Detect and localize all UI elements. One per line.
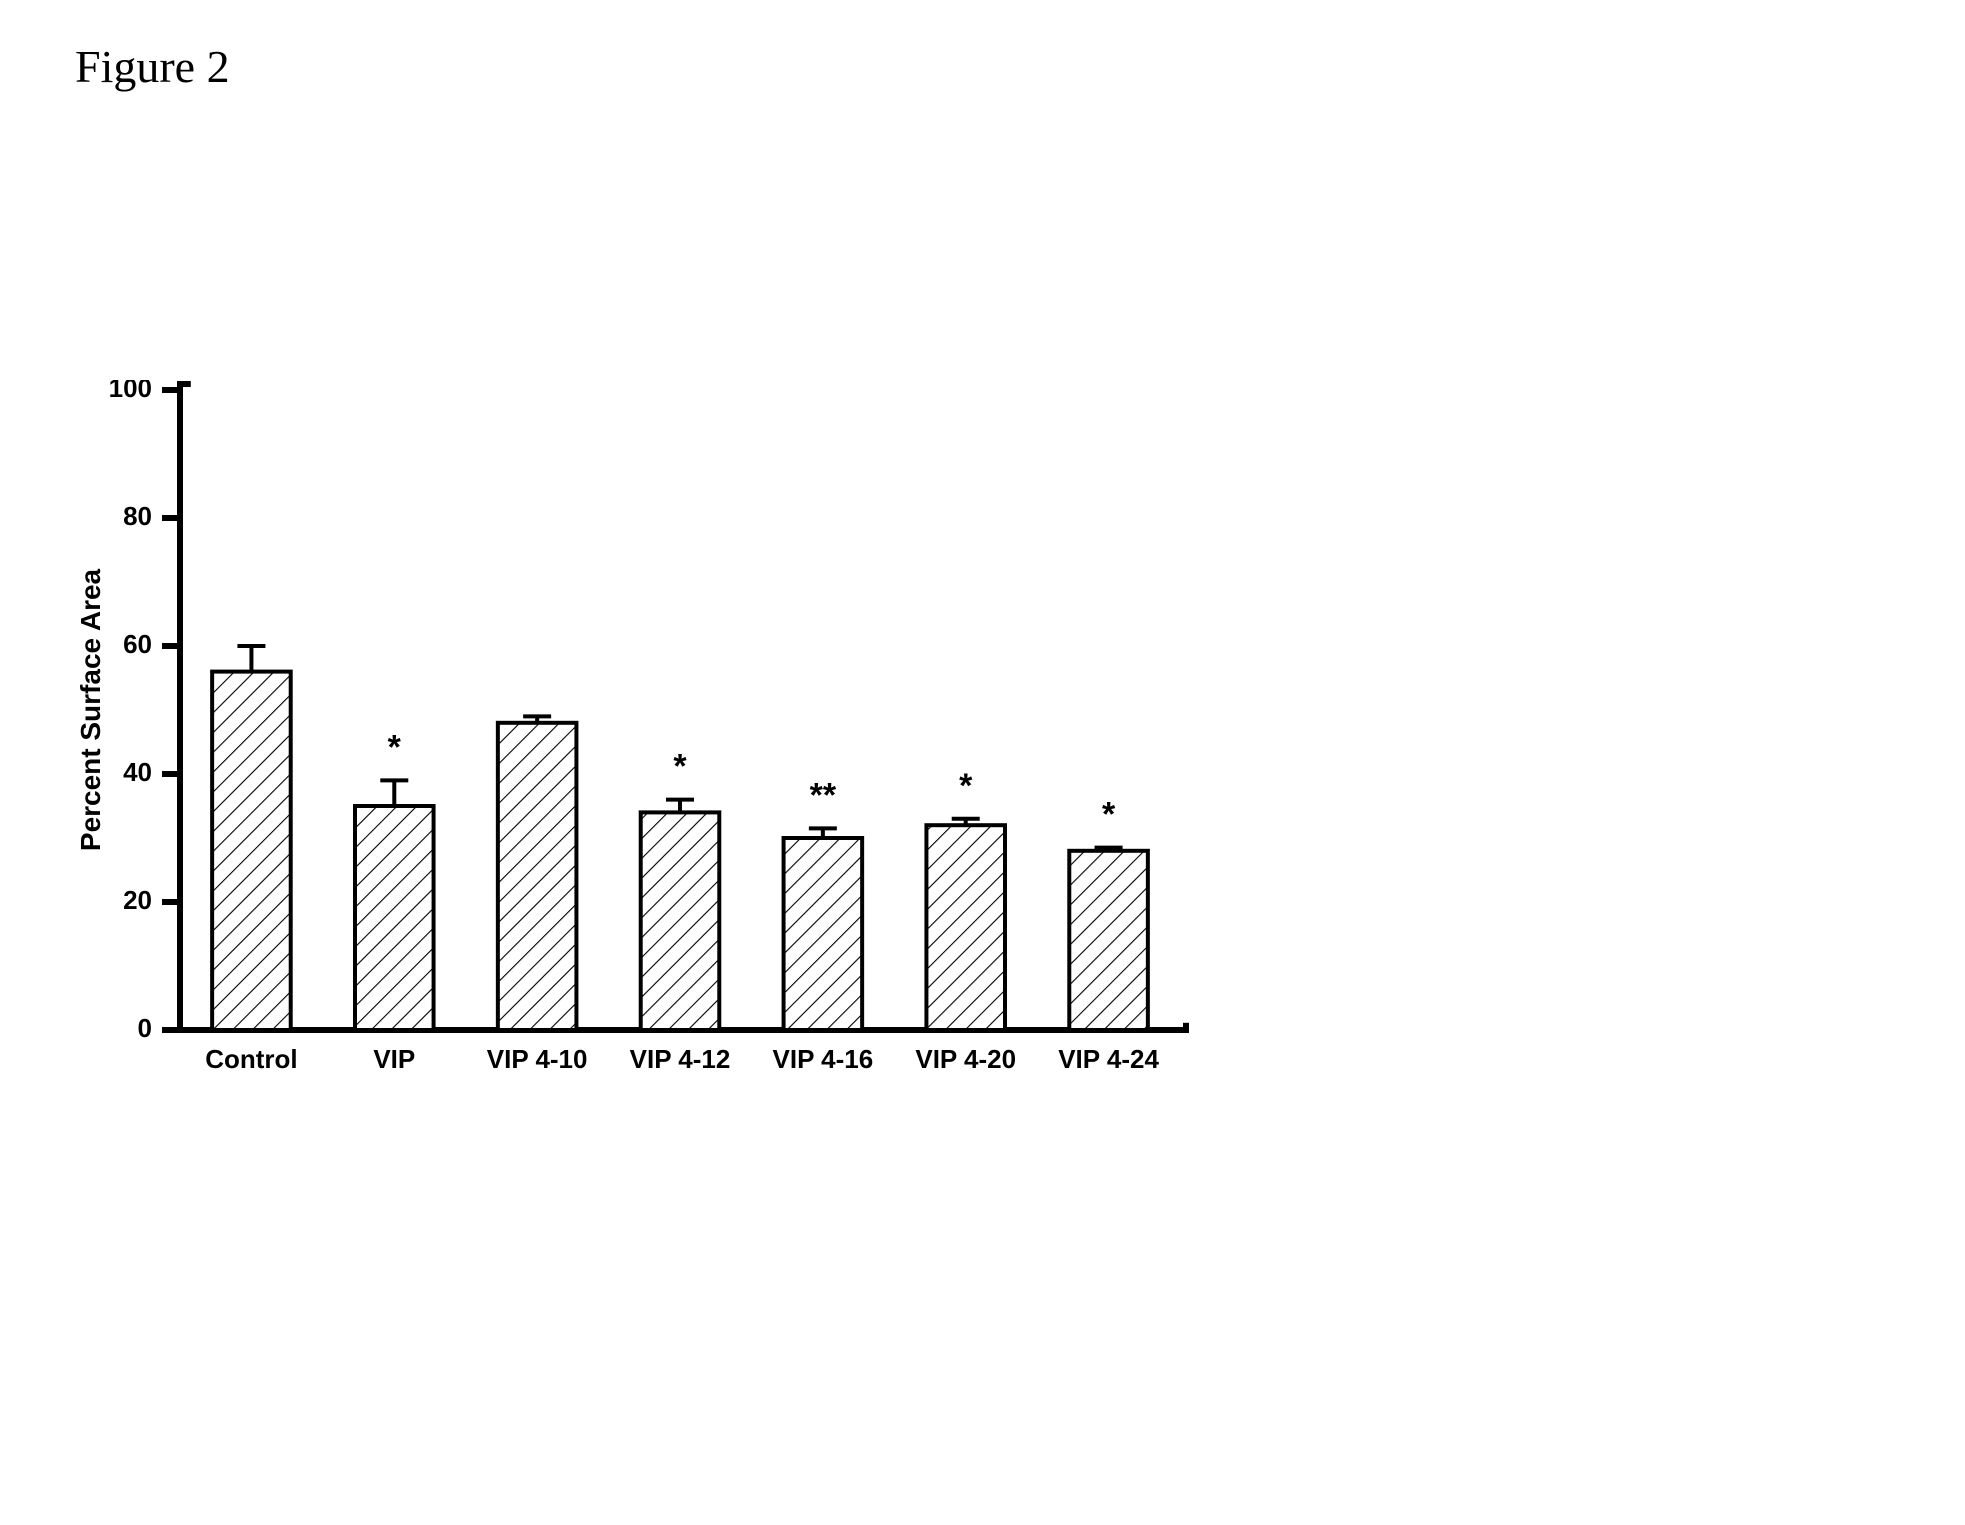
x-tick-label: VIP 4-10 xyxy=(487,1044,588,1074)
chart-svg: 0 20 40 60 80 100 Percent Surface Area Control *… xyxy=(70,380,1220,1120)
significance-marker: * xyxy=(959,767,973,805)
significance-marker: * xyxy=(673,748,687,786)
significance-marker: * xyxy=(1102,796,1116,834)
x-tick-label: VIP 4-20 xyxy=(915,1044,1016,1074)
page: Figure 2 0 20 40 60 80 100 Percent Surface Are… xyxy=(0,0,1965,1525)
bar xyxy=(355,806,434,1030)
bar xyxy=(1069,851,1148,1030)
bar xyxy=(641,812,720,1030)
y-tick-label: 100 xyxy=(109,380,152,403)
bar xyxy=(926,825,1005,1030)
y-tick-label: 80 xyxy=(123,501,152,531)
y-tick-label: 40 xyxy=(123,757,152,787)
y-tick-label: 0 xyxy=(138,1013,152,1043)
significance-marker: * xyxy=(388,728,402,766)
x-tick-label: VIP 4-24 xyxy=(1058,1044,1159,1074)
bar xyxy=(784,838,863,1030)
bar-chart: 0 20 40 60 80 100 Percent Surface Area Control *… xyxy=(70,380,1220,1120)
x-tick-label: VIP xyxy=(373,1044,415,1074)
x-tick-label: VIP 4-12 xyxy=(630,1044,731,1074)
figure-title: Figure 2 xyxy=(75,40,230,93)
bar xyxy=(498,723,577,1030)
x-tick-label: Control xyxy=(205,1044,297,1074)
y-tick-label: 20 xyxy=(123,885,152,915)
x-tick-label: VIP 4-16 xyxy=(773,1044,874,1074)
bar xyxy=(212,672,291,1030)
y-tick-label: 60 xyxy=(123,629,152,659)
significance-marker: ** xyxy=(810,776,837,814)
y-axis-label: Percent Surface Area xyxy=(75,568,106,851)
